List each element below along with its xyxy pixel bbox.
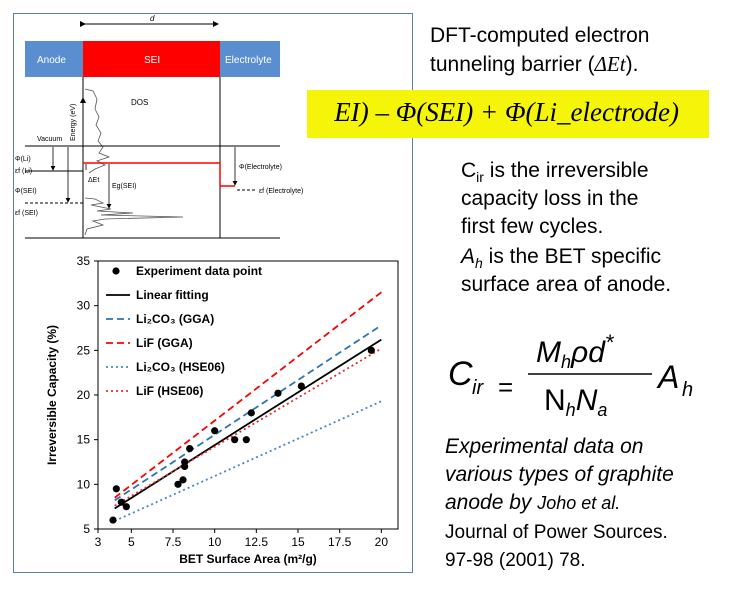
legend-label: Linear fitting bbox=[136, 288, 209, 302]
cir-line-2: capacity loss in the bbox=[461, 187, 639, 210]
eq-rhs-sub: h bbox=[682, 379, 693, 401]
eq-equals: = bbox=[498, 372, 513, 402]
y-tick-label: 10 bbox=[77, 477, 91, 491]
electrolyte-region bbox=[220, 41, 280, 77]
x-tick-label: 3 bbox=[95, 535, 102, 549]
y-tick-label: 25 bbox=[77, 343, 91, 357]
data-point bbox=[174, 480, 182, 488]
eq-denominator: NhNa bbox=[544, 384, 607, 420]
exp-line-5: 97-98 (2001) 78. bbox=[445, 550, 586, 571]
data-point bbox=[297, 382, 305, 390]
data-point bbox=[367, 346, 375, 354]
x-tick-label: 5 bbox=[128, 535, 135, 549]
band-diagram: d Anode SEI Electrolyte Energy (eV) DOS … bbox=[15, 14, 303, 239]
data-point bbox=[122, 503, 130, 511]
x-axis-label: BET Surface Area (m²/g) bbox=[179, 552, 317, 566]
eg-sei-label: Eg(SEI) bbox=[112, 183, 137, 190]
y-tick-label: 15 bbox=[77, 433, 91, 447]
data-point bbox=[112, 485, 120, 493]
eq-lhs: C bbox=[448, 355, 473, 393]
data-point bbox=[231, 436, 239, 444]
d-label: d bbox=[150, 14, 155, 23]
y-tick-label: 30 bbox=[77, 299, 91, 313]
anode-region bbox=[25, 41, 83, 77]
series-line bbox=[114, 400, 382, 522]
legend-label: Li₂CO₃ (GGA) bbox=[136, 312, 214, 326]
dos-curve bbox=[84, 88, 184, 236]
energy-axis-label: Energy (eV) bbox=[70, 104, 77, 141]
tunneling-end: ). bbox=[625, 53, 639, 76]
data-point bbox=[181, 458, 189, 466]
exp-line-4: Journal of Power Sources. bbox=[445, 522, 668, 543]
y-tick-label: 20 bbox=[77, 388, 91, 402]
y-tick-label: 5 bbox=[83, 522, 90, 536]
x-tick-label: 7.5 bbox=[165, 535, 182, 549]
data-point bbox=[179, 476, 187, 484]
phi-electrolyte-label: Φ(Electrolyte) bbox=[239, 164, 282, 171]
phi-sei-label: Φ(SEI) bbox=[15, 188, 37, 195]
tunneling-symbol: ΔEt bbox=[594, 52, 626, 76]
cir-line-1: Cir is the irreversible bbox=[461, 159, 649, 186]
ah-line-1: Ah is the BET specific bbox=[461, 245, 661, 272]
legend-marker-points bbox=[112, 267, 120, 275]
series-line bbox=[114, 291, 382, 499]
y-tick-label: 35 bbox=[77, 254, 91, 268]
data-point bbox=[109, 516, 117, 524]
cir-equation: C ir = Mhρd* NhNa A h bbox=[448, 330, 693, 420]
formula-text: EI) – Φ(SEI) + Φ(Li_electrode) bbox=[334, 97, 679, 127]
series-line bbox=[114, 347, 382, 507]
exp-line-3-a: anode by bbox=[445, 491, 538, 514]
electrolyte-label: Electrolyte bbox=[225, 55, 272, 66]
sei-label: SEI bbox=[144, 55, 160, 66]
legend-label: LiF (HSE06) bbox=[136, 384, 203, 398]
anode-label: Anode bbox=[37, 55, 66, 66]
ef-li-label: εf (Li) bbox=[15, 168, 32, 175]
x-tick-label: 15 bbox=[291, 535, 305, 549]
y-axis-label: Irreversible Capacity (%) bbox=[45, 325, 59, 465]
exp-line-3: anode by Joho et al. bbox=[445, 489, 620, 517]
ah-line-2: surface area of anode. bbox=[461, 273, 672, 296]
tunneling-line-2: tunneling barrier (ΔEt). bbox=[430, 50, 638, 79]
data-point bbox=[117, 498, 125, 506]
data-point bbox=[242, 436, 250, 444]
x-tick-label: 10 bbox=[208, 535, 222, 549]
exp-line-3-b: Joho et al. bbox=[537, 493, 621, 513]
exp-line-1: Experimental data on bbox=[445, 435, 644, 458]
vacuum-label: Vacuum bbox=[37, 136, 62, 143]
eq-lhs-sub: ir bbox=[472, 377, 484, 399]
x-tick-label: 20 bbox=[375, 535, 389, 549]
legend-label: Li₂CO₃ (HSE06) bbox=[136, 360, 225, 374]
eq-rhs: A bbox=[656, 359, 679, 395]
data-point bbox=[247, 409, 255, 417]
formula-highlight: EI) – Φ(SEI) + Φ(Li_electrode) bbox=[307, 90, 709, 138]
legend-label: LiF (GGA) bbox=[136, 336, 193, 350]
eq-numerator: Mhρd* bbox=[536, 330, 615, 372]
x-tick-label: 12.5 bbox=[245, 535, 269, 549]
delta-et-label: ΔEt bbox=[88, 177, 99, 184]
tunneling-text: tunneling barrier ( bbox=[430, 53, 595, 76]
data-point bbox=[186, 445, 194, 453]
dos-label: DOS bbox=[131, 98, 148, 107]
legend-label: Experiment data point bbox=[136, 264, 262, 278]
ef-sei-label: εf (SEI) bbox=[15, 210, 38, 217]
ef-electrolyte-label: εf (Electrolyte) bbox=[259, 188, 303, 195]
data-point bbox=[274, 389, 282, 397]
exp-line-2: various types of graphite bbox=[445, 463, 674, 486]
x-tick-label: 17.5 bbox=[328, 535, 352, 549]
phi-li-label: Φ(Li) bbox=[15, 156, 31, 163]
cir-line-3: first few cycles. bbox=[461, 215, 604, 238]
tunneling-line-1: DFT-computed electron bbox=[430, 24, 650, 47]
data-point bbox=[211, 427, 219, 435]
sei-region bbox=[83, 41, 220, 77]
